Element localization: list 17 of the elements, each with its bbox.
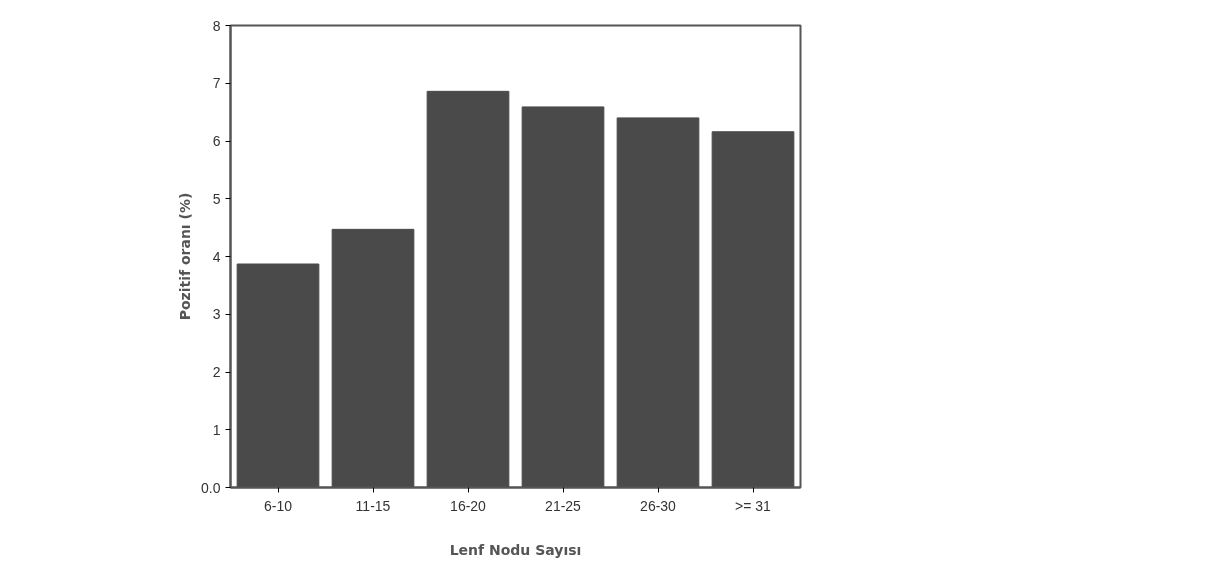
x-tick-label: 11-15	[355, 497, 391, 514]
y-tick-label: 0.0	[201, 479, 221, 496]
x-tick-label: 16-20	[450, 497, 487, 514]
y-tick-label: 6	[212, 133, 221, 149]
y-tick-label: 5	[212, 190, 221, 207]
y-tick-label: 3	[212, 306, 221, 323]
y-tick-label: 1	[212, 421, 221, 438]
x-tick-label: 21-25	[545, 497, 582, 514]
y-tick-label: 7	[212, 75, 221, 92]
x-tick-label: 26-30	[640, 497, 677, 514]
x-tick-label: >= 31	[735, 497, 772, 514]
x-tick-label: 6-10	[263, 497, 293, 514]
y-axis-title: Pozitif oranı (%)	[177, 192, 194, 321]
x-axis-title: Lenf Nodu Sayısı	[449, 541, 582, 558]
y-tick-label: 8	[212, 17, 221, 34]
y-tick-label: 2	[212, 364, 221, 380]
y-tick-label: 4	[212, 248, 221, 265]
